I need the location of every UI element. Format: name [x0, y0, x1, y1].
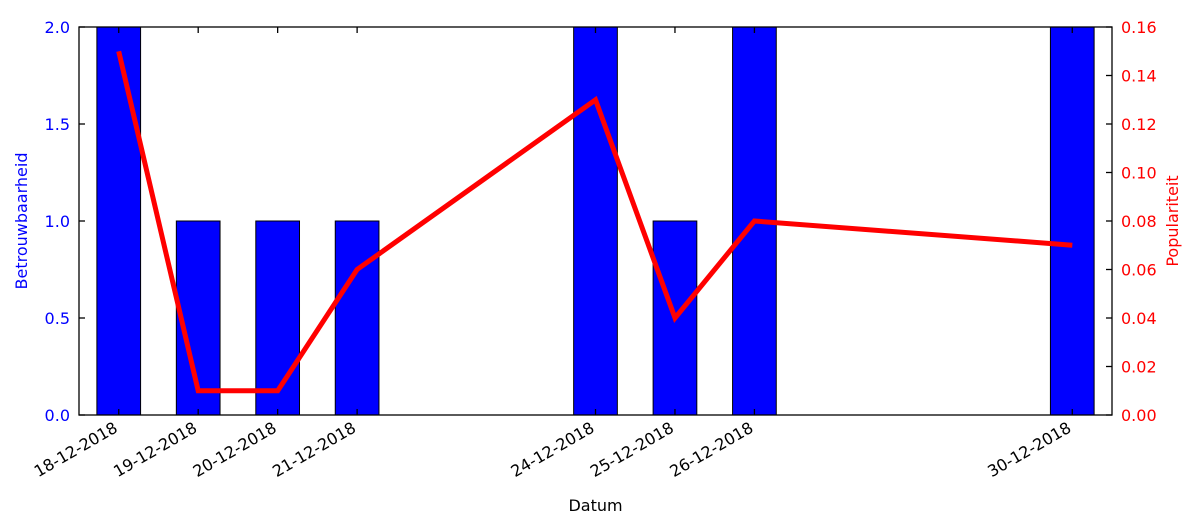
right-y-tick-label: 0.08: [1121, 212, 1157, 231]
right-y-tick-label: 0.10: [1121, 164, 1157, 183]
bars-layer: [96, 26, 1095, 416]
left-y-tick-label: 2.0: [45, 18, 70, 37]
x-tick-label: 25-12-2018: [587, 418, 677, 481]
right-y-tick-label: 0.00: [1121, 406, 1157, 425]
bar-30-12-2018: [1049, 26, 1095, 416]
right-y-axis-title: Populariteit: [1163, 175, 1182, 266]
left-y-tick-label: 0.5: [45, 309, 70, 328]
right-y-tick-label: 0.14: [1121, 67, 1157, 86]
right-y-tick-label: 0.12: [1121, 115, 1157, 134]
bar-21-12-2018: [334, 220, 380, 416]
left-y-tick-label: 1.5: [45, 115, 70, 134]
right-y-tick-label: 0.06: [1121, 261, 1157, 280]
bar-18-12-2018: [96, 26, 142, 416]
left-y-tick-label: 0.0: [45, 406, 70, 425]
right-y-tick-label: 0.02: [1121, 358, 1157, 377]
popularity-line: [116, 50, 1073, 394]
right-y-tick-label: 0.04: [1121, 309, 1157, 328]
x-tick-label: 20-12-2018: [190, 418, 280, 481]
x-tick-label: 24-12-2018: [507, 418, 597, 481]
line-layer: [116, 50, 1073, 394]
x-tick-label: 30-12-2018: [984, 418, 1074, 481]
right-y-tick-label: 0.16: [1121, 18, 1157, 37]
x-axis-title: Datum: [568, 496, 622, 515]
x-tick-label: 19-12-2018: [110, 418, 200, 481]
left-y-tick-label: 1.0: [45, 212, 70, 231]
x-tick-label: 18-12-2018: [31, 418, 121, 481]
left-y-axis-title: Betrouwbaarheid: [12, 153, 31, 290]
bar-20-12-2018: [255, 220, 301, 416]
x-tick-label: 26-12-2018: [666, 418, 756, 481]
bar-24-12-2018: [573, 26, 618, 416]
x-tick-label: 21-12-2018: [269, 418, 359, 481]
